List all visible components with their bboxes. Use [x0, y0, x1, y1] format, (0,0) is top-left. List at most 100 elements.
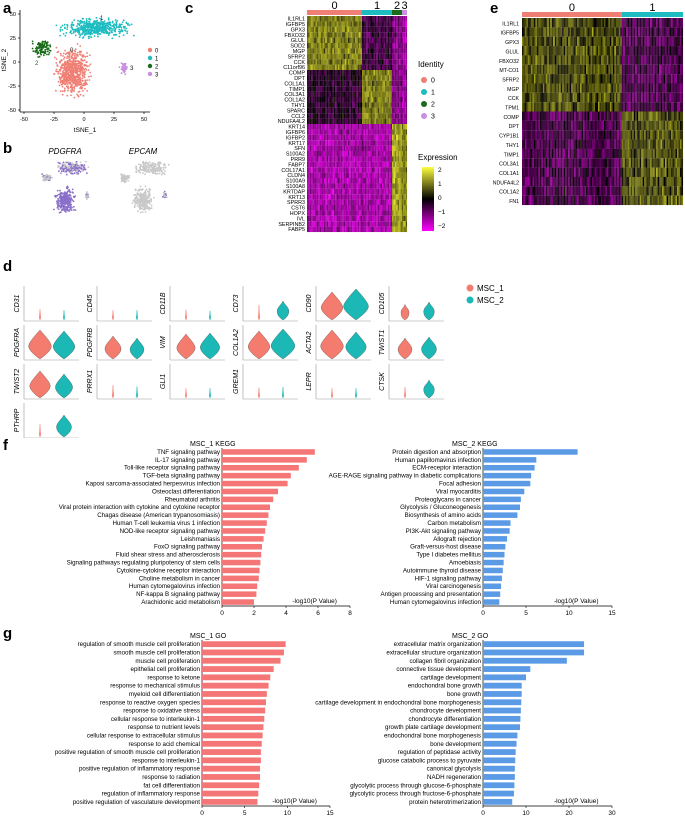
heatmap-c-cell	[335, 172, 337, 179]
tsne-point-cluster2	[37, 42, 40, 44]
tsne-point-cluster0	[57, 72, 60, 75]
heatmap-c-cell	[319, 156, 322, 162]
heatmap-c-cell	[390, 64, 393, 71]
heatmap-c-cell	[357, 91, 360, 98]
heatmap-c-cell	[356, 43, 358, 49]
heatmap-c-cell	[332, 156, 334, 162]
feature-point	[144, 194, 147, 196]
heatmap-c-cell	[379, 140, 381, 146]
feature-point	[148, 167, 150, 169]
heatmap-c-cell	[379, 145, 381, 152]
heatmap-c-cell	[339, 48, 341, 54]
heatmap-c-cell	[347, 64, 350, 71]
heatmap-c-cell	[352, 16, 354, 22]
heatmap-c-cell	[369, 53, 371, 60]
heatmap-c-cell	[323, 43, 326, 49]
heatmap-c-cell	[394, 16, 397, 22]
heatmap-c-cell	[326, 107, 329, 114]
feature-point	[143, 202, 146, 204]
heatmap-c-cell	[315, 43, 317, 49]
feature-point	[63, 201, 66, 204]
tsne-point-cluster0	[67, 89, 69, 92]
heatmap-c-cell	[340, 37, 343, 44]
feature-point	[69, 199, 72, 201]
heatmap-c-cell	[347, 70, 350, 76]
heatmap-c-cell	[367, 37, 370, 44]
tsne-point-cluster0	[86, 61, 88, 63]
heatmap-c-cell	[340, 161, 343, 168]
heatmap-c-cell	[396, 91, 398, 98]
tsne-point-cluster0	[64, 83, 66, 86]
feature-point	[83, 164, 86, 166]
heatmap-c-cell	[369, 178, 371, 184]
tsne-point-cluster1	[59, 30, 62, 32]
heatmap-c-cell	[339, 156, 341, 162]
tsne-point-cluster1	[70, 32, 73, 35]
tsne-point-cluster1	[77, 27, 80, 30]
heatmap-c-cell	[399, 151, 401, 157]
heatmap-c-cell	[397, 113, 400, 119]
feature-point	[150, 207, 153, 210]
heatmap-c-cell	[389, 107, 391, 114]
tsne-cluster-label-2: 2	[35, 61, 39, 67]
heatmap-c-cell	[390, 16, 393, 22]
heatmap-c-cell	[389, 172, 391, 179]
heatmap-c-cell	[393, 129, 395, 135]
heatmap-c-cell	[399, 43, 401, 49]
feature-point	[66, 192, 68, 195]
heatmap-c-cell	[308, 140, 310, 146]
heatmap-c-cell	[362, 145, 364, 152]
heatmap-c-cell	[319, 16, 322, 22]
heatmap-c-cell	[399, 178, 401, 184]
heatmap-c-cell	[332, 53, 334, 60]
heatmap-c-cell	[380, 32, 383, 38]
heatmap-c-cell	[356, 53, 358, 60]
heatmap-c-cell	[339, 26, 341, 33]
heatmap-c-cell	[384, 161, 387, 168]
heatmap-c-cell	[333, 53, 336, 60]
tsne-point-cluster1	[74, 34, 77, 37]
heatmap-c-cell	[328, 140, 330, 146]
heatmap-c-cell	[386, 97, 388, 103]
feature-point	[77, 170, 80, 172]
heatmap-c-cell	[335, 97, 337, 103]
heatmap-c-cell	[354, 102, 357, 108]
heatmap-c-cell	[333, 102, 336, 108]
tsne-point-cluster1	[85, 19, 88, 22]
heatmap-c-cell	[314, 118, 316, 125]
heatmap-c-cell	[393, 86, 395, 92]
heatmap-c-cell	[399, 140, 401, 146]
heatmap-c-cell	[363, 26, 365, 33]
tsne-point-cluster0	[68, 54, 71, 57]
heatmap-c-cell	[380, 124, 383, 130]
heatmap-c-cell	[329, 21, 332, 27]
heatmap-c-cell	[330, 118, 333, 125]
tsne-point-cluster2	[38, 55, 41, 58]
heatmap-c-cell	[372, 178, 374, 184]
tsne-point-cluster0	[65, 74, 68, 77]
tsne-point-cluster1	[118, 32, 121, 35]
heatmap-c-cell	[352, 26, 354, 33]
heatmap-c-cell	[392, 53, 394, 60]
heatmap-c-cell	[397, 80, 400, 87]
heatmap-c-cell	[329, 199, 332, 206]
feature-point	[139, 171, 142, 174]
heatmap-c-cell	[325, 48, 327, 54]
heatmap-c-cell	[338, 172, 340, 179]
tsne-point-cluster1	[125, 22, 128, 25]
tsne-point-cluster1	[88, 28, 91, 31]
heatmap-c-cell	[315, 118, 317, 125]
heatmap-c-cell	[321, 86, 323, 92]
tsne-point-cluster2	[37, 56, 40, 58]
heatmap-c-cell	[326, 151, 329, 157]
feature-point	[159, 162, 162, 165]
heatmap-c-cell	[376, 161, 378, 168]
heatmap-c-cell	[350, 21, 353, 27]
heatmap-c-cell	[386, 140, 388, 146]
tsne-point-cluster0	[70, 51, 73, 54]
heatmap-c-cell	[330, 188, 333, 195]
heatmap-c-cell	[311, 140, 313, 146]
heatmap-c-cell	[332, 59, 334, 65]
heatmap-c-cell	[364, 199, 367, 206]
tsne-point-cluster0	[83, 76, 86, 79]
